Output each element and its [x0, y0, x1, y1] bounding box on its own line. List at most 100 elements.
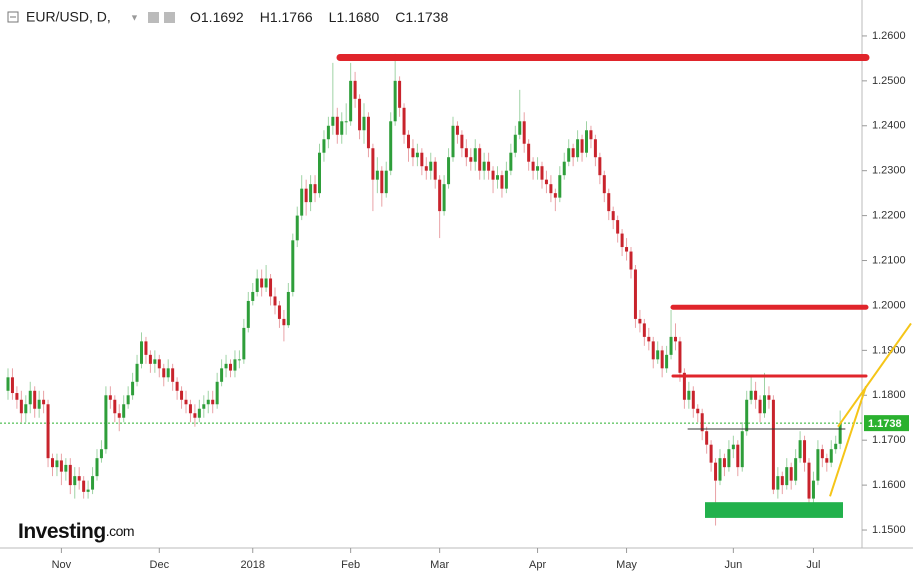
candle-body [260, 278, 264, 288]
y-tick-label: 1.1800 [872, 389, 906, 401]
candle-body [153, 359, 157, 364]
candle-body [144, 341, 148, 355]
candle-body [264, 278, 268, 288]
candle-body [638, 318, 642, 324]
candle-body [513, 134, 517, 153]
candle-body [344, 121, 348, 123]
candle-body [51, 458, 54, 468]
candle-body [469, 157, 473, 162]
candle-body [86, 489, 90, 492]
candle-body [758, 399, 762, 414]
candle-body [660, 350, 664, 369]
candle-body [447, 157, 451, 185]
candle-body [709, 444, 713, 463]
candle-body [15, 393, 19, 400]
candle-body [73, 476, 77, 486]
candle-body [282, 318, 286, 326]
candle-body [745, 399, 749, 432]
candle-body [300, 188, 304, 216]
x-tick-label: Feb [341, 559, 360, 571]
candle-body [736, 444, 740, 468]
candle-body [589, 130, 593, 140]
candle-body [318, 152, 321, 194]
candle-body [625, 247, 629, 252]
settings-icon[interactable] [164, 12, 175, 23]
candle-body [211, 399, 215, 405]
candle-body [424, 166, 428, 171]
candle-body [536, 166, 540, 171]
candle-body [674, 336, 677, 342]
candle-body [682, 372, 686, 400]
trend-line [829, 385, 867, 497]
ohlc-key: L [329, 9, 337, 25]
candle-body [518, 121, 522, 135]
candle-body [380, 170, 384, 194]
collapse-icon[interactable] [7, 11, 19, 23]
settings-icon[interactable] [148, 12, 159, 23]
candle-body [229, 363, 232, 371]
candle-body [407, 134, 410, 149]
candle-body [140, 341, 143, 364]
candle-body [269, 278, 273, 297]
candle-body [571, 148, 575, 158]
candle-body [95, 458, 99, 477]
candle-body [233, 359, 237, 371]
candle-body [718, 458, 722, 481]
candle-body [291, 240, 295, 292]
y-tick-label: 1.1600 [872, 479, 906, 491]
ohlc-key: O [190, 9, 201, 25]
x-tick-label: Nov [52, 559, 72, 571]
candle-body [794, 458, 798, 481]
x-tick-label: Mar [430, 559, 449, 571]
candle-body [798, 440, 802, 459]
candle-body [678, 341, 682, 373]
candle-body [411, 148, 415, 158]
candle-body [242, 327, 246, 360]
x-tick-label: Dec [150, 559, 170, 571]
candle-body [420, 152, 424, 167]
candle-body [108, 395, 112, 400]
candle-body [780, 476, 784, 486]
ohlc-value: 1.1738 [405, 9, 448, 25]
candle-body [825, 458, 829, 463]
candle-body [148, 354, 152, 364]
candle-body [478, 148, 482, 171]
candle-body [224, 363, 228, 369]
candle-body [162, 368, 166, 378]
ohlc-key: C [395, 9, 405, 25]
candle-body [82, 480, 86, 492]
candle-body [220, 368, 224, 382]
logo-brand: Investing [18, 520, 106, 543]
y-tick-label: 1.2600 [872, 30, 906, 42]
x-tick-label: 2018 [241, 559, 265, 571]
candle-body [700, 413, 704, 432]
candle-body [326, 125, 330, 140]
candle-body [415, 152, 419, 158]
candle-body [522, 121, 526, 144]
dropdown[interactable]: ▼ [130, 12, 139, 22]
ohlc-readout: O1.1692 H1.1766 L1.1680 C1.1738 [190, 9, 448, 25]
candle-body [393, 80, 397, 122]
candle-body [491, 170, 495, 180]
price-badge [864, 415, 909, 432]
candle-body [10, 377, 14, 394]
candle-body [647, 336, 651, 342]
candle-body [616, 220, 620, 234]
candle-body [188, 404, 192, 414]
candle-body [193, 413, 197, 418]
candle-body [104, 395, 108, 450]
candle-body [500, 175, 504, 189]
logo-suffix: .com [106, 523, 134, 539]
candle-body [371, 148, 375, 180]
candle-body [540, 166, 544, 180]
candle-body [585, 130, 588, 153]
candle-body [820, 449, 824, 459]
candle-body [740, 431, 744, 468]
candle-body [304, 188, 308, 203]
y-tick-label: 1.2000 [872, 299, 906, 311]
candle-body [455, 125, 459, 135]
candle-body [460, 134, 464, 149]
candle-body [651, 341, 655, 360]
candle-body [340, 121, 344, 135]
candle-body [607, 193, 611, 212]
